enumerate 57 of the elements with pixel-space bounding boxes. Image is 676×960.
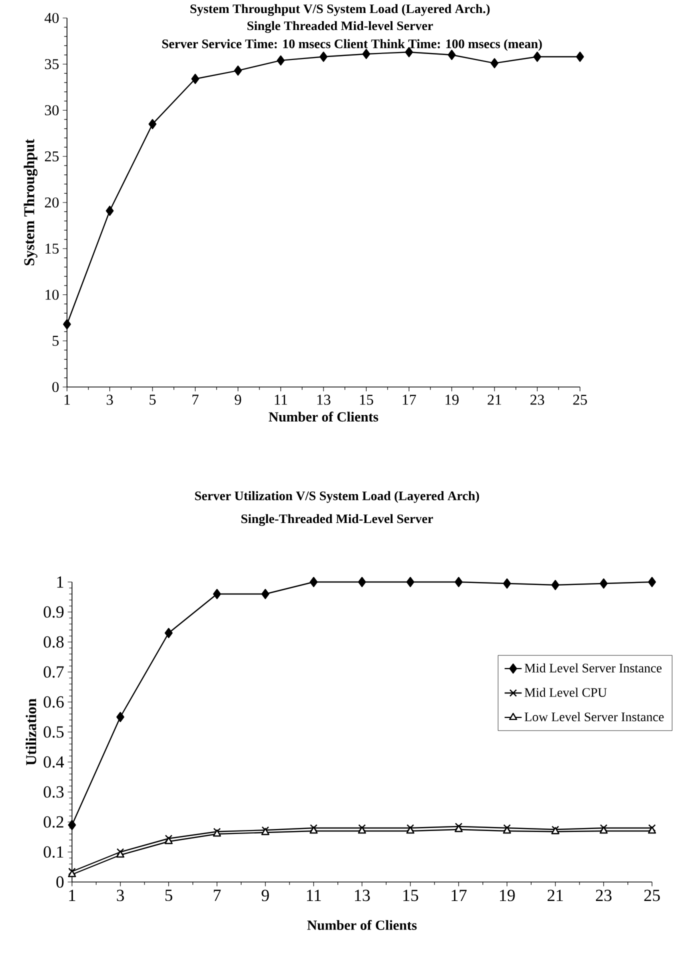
y-axis-title: System Throughput bbox=[24, 138, 38, 266]
y-tick-label: 0.5 bbox=[44, 726, 64, 738]
y-tick-label: 20 bbox=[44, 197, 59, 208]
legend-label: Low Level Server Instance bbox=[524, 712, 664, 722]
x-tick-label: 21 bbox=[548, 890, 563, 901]
x-tick-label: 7 bbox=[192, 394, 199, 405]
x-tick-label: 7 bbox=[214, 890, 221, 901]
x-tick-label: 3 bbox=[116, 890, 124, 902]
y-tick-label: 0 bbox=[52, 382, 59, 392]
x-tick-label: 5 bbox=[150, 394, 156, 405]
y-tick-label: 10 bbox=[46, 290, 59, 300]
chart-subtitle: Single-Threaded Mid-Level Server bbox=[241, 514, 434, 526]
x-tick-label: 13 bbox=[317, 394, 330, 405]
y-tick-label: 0.6 bbox=[44, 696, 64, 708]
y-tick-label: 0.8 bbox=[44, 636, 64, 648]
x-tick-label: 19 bbox=[446, 394, 459, 405]
legend-label: Mid Level CPU bbox=[524, 688, 607, 697]
y-tick-label: 1 bbox=[57, 576, 64, 588]
y-tick-label: 0.4 bbox=[44, 756, 64, 768]
y-tick-label: 0 bbox=[56, 876, 64, 888]
x-tick-label: 23 bbox=[596, 890, 612, 902]
x-tick-label: 25 bbox=[573, 394, 587, 405]
chart-subtitle: Single Threaded Mid-level Server bbox=[247, 21, 433, 33]
y-tick-label: 0.9 bbox=[44, 606, 64, 618]
x-tick-label: 15 bbox=[403, 890, 418, 902]
x-tick-label: 3 bbox=[106, 394, 113, 405]
x-tick-label: 13 bbox=[355, 890, 370, 902]
legend-label: Mid Level Server Instance bbox=[524, 663, 662, 672]
y-tick-label: 15 bbox=[46, 244, 59, 254]
y-tick-label: 0.3 bbox=[44, 786, 64, 798]
y-tick-label: 5 bbox=[52, 336, 59, 346]
x-tick-label: 17 bbox=[402, 394, 416, 405]
x-tick-label: 25 bbox=[644, 890, 660, 902]
chart-title: System Throughput V/S System Load (Layered Arch.) bbox=[190, 4, 490, 16]
x-tick-label: 21 bbox=[488, 394, 502, 405]
y-tick-label: 0.7 bbox=[44, 666, 64, 678]
x-tick-label: 17 bbox=[452, 890, 467, 901]
y-tick-label: 0.2 bbox=[44, 816, 64, 828]
y-tick-label: 25 bbox=[44, 151, 59, 162]
y-axis-title: Utilization bbox=[26, 698, 36, 766]
x-tick-label: 5 bbox=[165, 890, 172, 902]
annotation: Server Service Time: 10 msecs Client Think Time: 100 msecs (mean) bbox=[162, 39, 542, 51]
x-axis-title: Number of Clients bbox=[307, 920, 417, 930]
y-tick-label: 0.1 bbox=[44, 846, 64, 858]
x-tick-label: 11 bbox=[307, 890, 321, 901]
x-tick-label: 9 bbox=[262, 890, 269, 902]
y-tick-label: 30 bbox=[45, 105, 59, 116]
x-axis-title: Number of Clients bbox=[268, 412, 378, 422]
x-tick-label: 15 bbox=[360, 394, 374, 405]
x-tick-label: 11 bbox=[274, 394, 288, 405]
x-tick-label: 23 bbox=[530, 394, 544, 405]
x-tick-label: 9 bbox=[234, 394, 242, 405]
x-tick-label: 1 bbox=[69, 890, 76, 901]
y-tick-label: 40 bbox=[44, 12, 59, 24]
x-tick-label: 19 bbox=[500, 890, 515, 902]
chart-title: Server Utilization V/S System Load (Layered Arch) bbox=[195, 491, 480, 503]
y-tick-label: 35 bbox=[45, 59, 59, 70]
